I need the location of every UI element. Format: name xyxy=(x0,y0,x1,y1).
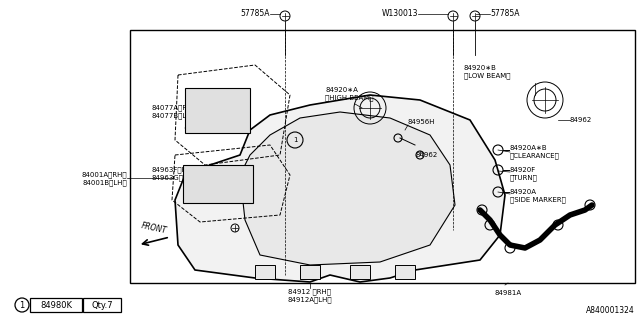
Text: 84001A〈RH〉: 84001A〈RH〉 xyxy=(81,172,127,178)
Text: A840001324: A840001324 xyxy=(586,306,635,315)
Text: 〈TURN〉: 〈TURN〉 xyxy=(510,175,538,181)
Polygon shape xyxy=(240,112,455,265)
Text: 〈HIGH BEAM〉: 〈HIGH BEAM〉 xyxy=(325,95,374,101)
Text: 84920A∗B: 84920A∗B xyxy=(510,145,548,151)
Bar xyxy=(30,298,82,312)
Bar xyxy=(255,265,275,279)
Text: 57785A: 57785A xyxy=(490,10,520,19)
Text: FRONT: FRONT xyxy=(141,221,168,235)
Text: 84981A: 84981A xyxy=(495,290,522,296)
Text: 84912A〈LH〉: 84912A〈LH〉 xyxy=(288,296,332,303)
Text: 84956H: 84956H xyxy=(408,119,435,125)
Text: 〈SIDE MARKER〉: 〈SIDE MARKER〉 xyxy=(510,197,566,203)
Text: 84962: 84962 xyxy=(415,152,437,158)
Text: 84980K: 84980K xyxy=(40,300,72,309)
Bar xyxy=(395,265,415,279)
Bar xyxy=(130,30,635,283)
Text: 1: 1 xyxy=(292,137,297,143)
Text: 84912 〈RH〉: 84912 〈RH〉 xyxy=(289,288,332,295)
Text: 1: 1 xyxy=(19,300,24,309)
Text: 〈CLEARANCE〉: 〈CLEARANCE〉 xyxy=(510,153,560,159)
Text: 84920F: 84920F xyxy=(510,167,536,173)
Text: 84920∗A: 84920∗A xyxy=(325,87,358,93)
Text: W130013: W130013 xyxy=(381,10,418,19)
Text: 84077A〈RH〉: 84077A〈RH〉 xyxy=(152,105,198,111)
Bar xyxy=(83,298,121,312)
Polygon shape xyxy=(175,95,505,282)
Text: 〈LOW BEAM〉: 〈LOW BEAM〉 xyxy=(464,73,511,79)
Text: 84920A: 84920A xyxy=(510,189,537,195)
Text: 84962: 84962 xyxy=(570,117,592,123)
Bar xyxy=(300,265,320,279)
Bar xyxy=(183,165,253,203)
Bar xyxy=(350,265,370,279)
Text: 84077B〈LH〉: 84077B〈LH〉 xyxy=(152,113,196,119)
Text: 84963G〈LH〉: 84963G〈LH〉 xyxy=(152,175,197,181)
Bar xyxy=(185,88,250,133)
Text: 84001B〈LH〉: 84001B〈LH〉 xyxy=(83,180,127,186)
Text: 84920∗B: 84920∗B xyxy=(464,65,497,71)
Text: Qty.7: Qty.7 xyxy=(91,300,113,309)
Text: 84963F〈RH〉: 84963F〈RH〉 xyxy=(152,167,197,173)
Text: 57785A: 57785A xyxy=(241,10,270,19)
